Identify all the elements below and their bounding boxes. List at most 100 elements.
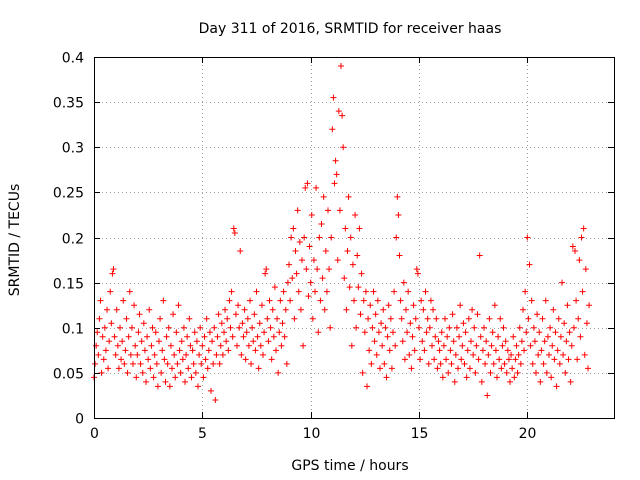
data-point — [193, 338, 200, 345]
data-point — [456, 333, 463, 340]
data-point — [310, 257, 317, 264]
data-point — [214, 333, 221, 340]
data-point — [98, 369, 105, 376]
data-point — [472, 369, 479, 376]
data-point — [321, 306, 328, 313]
data-point — [133, 374, 140, 381]
data-point — [199, 342, 206, 349]
data-point — [197, 324, 204, 331]
data-point — [579, 288, 586, 295]
data-point — [222, 306, 229, 313]
data-point — [586, 302, 593, 309]
data-point — [356, 225, 363, 232]
data-point — [469, 306, 476, 313]
data-point — [241, 306, 248, 313]
data-point — [520, 306, 526, 313]
data-point — [482, 360, 489, 367]
data-point — [549, 342, 556, 349]
data-point — [185, 365, 192, 372]
data-point — [511, 374, 518, 381]
data-point — [173, 329, 180, 336]
data-point — [544, 333, 551, 340]
data-point — [250, 338, 257, 345]
data-point — [139, 369, 146, 376]
data-point — [235, 302, 242, 309]
data-point — [453, 324, 460, 331]
data-point — [153, 360, 160, 367]
data-point — [492, 347, 499, 354]
data-point — [393, 234, 400, 241]
data-point — [146, 306, 153, 313]
data-point — [507, 378, 513, 385]
data-point — [468, 338, 474, 345]
data-point — [255, 365, 262, 372]
data-point — [345, 193, 352, 200]
data-point — [136, 311, 143, 318]
data-point — [176, 347, 183, 354]
data-point — [316, 234, 323, 241]
data-point — [229, 333, 236, 340]
data-point — [332, 157, 339, 164]
data-point — [382, 324, 389, 331]
data-point — [556, 360, 563, 367]
data-point — [395, 211, 402, 218]
data-point — [500, 324, 507, 331]
data-point — [458, 356, 465, 363]
x-tick-label: 20 — [519, 426, 537, 442]
data-point — [265, 338, 272, 345]
data-point — [502, 338, 509, 345]
data-point — [585, 365, 591, 372]
data-point — [574, 356, 581, 363]
data-point — [531, 338, 538, 345]
data-point — [540, 360, 547, 367]
data-point — [329, 126, 336, 133]
data-point — [462, 329, 469, 336]
data-point — [559, 279, 565, 286]
data-point — [535, 351, 542, 358]
data-point — [366, 347, 373, 354]
data-point — [450, 338, 457, 345]
data-point — [224, 315, 231, 322]
data-point — [573, 297, 580, 304]
data-point — [149, 324, 156, 331]
data-point — [459, 342, 466, 349]
data-point — [398, 315, 405, 322]
data-point — [515, 351, 522, 358]
data-point — [257, 342, 264, 349]
data-point — [484, 392, 491, 399]
data-point — [455, 365, 461, 372]
data-point — [418, 297, 425, 304]
data-point — [408, 365, 415, 372]
data-point — [526, 261, 533, 268]
y-tick-label: 0.05 — [53, 367, 84, 383]
data-point — [432, 333, 439, 340]
data-point — [274, 315, 281, 322]
data-point — [188, 374, 195, 381]
data-point — [232, 311, 239, 318]
data-point — [523, 329, 530, 336]
data-point — [276, 329, 283, 336]
data-point — [488, 342, 495, 349]
data-point — [392, 342, 399, 349]
data-point — [277, 297, 284, 304]
data-point — [247, 297, 253, 304]
data-point — [313, 184, 320, 191]
data-point — [248, 360, 255, 367]
data-point — [360, 297, 367, 304]
y-tick-label: 0.15 — [53, 277, 84, 293]
data-point — [340, 144, 347, 151]
data-point — [406, 351, 413, 358]
data-point — [203, 315, 210, 322]
data-point — [238, 351, 245, 358]
data-point — [323, 288, 330, 295]
data-point — [578, 234, 585, 241]
data-point — [555, 315, 562, 322]
data-point — [97, 297, 104, 304]
data-point — [335, 108, 342, 115]
data-point — [186, 315, 193, 322]
data-point — [100, 356, 107, 363]
data-point — [138, 338, 145, 345]
data-point — [581, 351, 588, 358]
data-point — [370, 288, 377, 295]
x-tick-label: 10 — [303, 426, 321, 442]
